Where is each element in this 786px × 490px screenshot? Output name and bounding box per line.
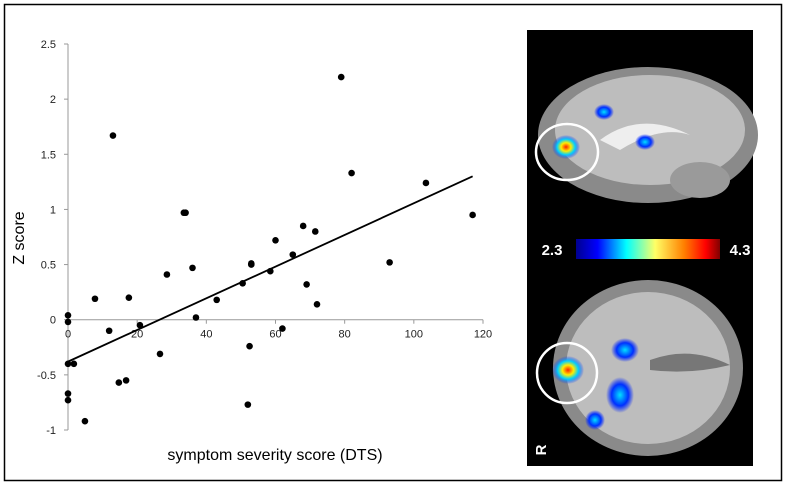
point — [247, 260, 255, 267]
activation — [594, 104, 614, 120]
point — [122, 377, 130, 384]
point — [64, 360, 72, 368]
y-tick-label: 1 — [50, 204, 56, 216]
y-axis-label: Z score — [11, 211, 28, 264]
activation — [552, 135, 580, 159]
point — [115, 379, 123, 386]
axial-cortex — [566, 292, 730, 444]
y-tick-label: 2.5 — [41, 39, 56, 51]
point — [348, 169, 355, 177]
x-tick-label: 0 — [65, 329, 71, 341]
y-tick-label: -0.5 — [37, 370, 56, 382]
point — [156, 350, 164, 358]
cerebellum — [670, 162, 730, 198]
activation — [552, 356, 584, 384]
point — [189, 264, 196, 272]
point — [182, 209, 189, 217]
point — [299, 222, 307, 230]
y-tick-label: 1.5 — [41, 149, 56, 161]
point — [64, 396, 72, 404]
point — [125, 294, 133, 301]
roi-circle — [535, 341, 599, 405]
colorbar — [576, 239, 720, 259]
point — [244, 401, 252, 408]
ventricle — [650, 353, 730, 372]
point — [279, 325, 286, 332]
orientation-label: R — [533, 444, 550, 455]
activation — [606, 377, 634, 413]
x-tick-label: 60 — [269, 329, 281, 341]
point — [105, 327, 113, 335]
point — [192, 314, 200, 321]
x-tick-label: 120 — [474, 329, 492, 341]
point — [386, 259, 393, 266]
point — [64, 318, 72, 326]
x-axis-label: symptom severity score (DTS) — [167, 447, 382, 464]
point — [422, 179, 430, 187]
brain-panel: 2.3 4.3 R — [527, 30, 758, 466]
colorbar-min: 2.3 — [542, 242, 563, 259]
point — [70, 360, 78, 368]
y-tick-label: -1 — [46, 425, 56, 437]
point — [213, 296, 221, 304]
point — [246, 342, 253, 350]
roi-circle — [534, 122, 600, 182]
point — [91, 295, 99, 303]
point — [64, 312, 72, 319]
point — [163, 271, 171, 278]
y-tick-label: 0 — [50, 315, 56, 327]
colorbar-max: 4.3 — [730, 242, 751, 259]
point — [64, 390, 72, 397]
activation — [611, 338, 639, 362]
point — [303, 281, 310, 288]
point — [311, 228, 319, 235]
point — [337, 73, 345, 81]
y-tick-label: 0.5 — [41, 260, 56, 272]
activation — [585, 410, 605, 430]
point — [136, 321, 144, 329]
fit-line — [67, 175, 473, 363]
point — [109, 132, 117, 139]
y-tick-label: 2 — [50, 94, 56, 106]
point — [469, 211, 476, 219]
x-tick-label: 40 — [200, 329, 212, 341]
point — [313, 300, 321, 308]
x-tick-label: 80 — [339, 329, 351, 341]
point — [289, 251, 297, 258]
point — [81, 417, 89, 425]
x-tick-label: 100 — [405, 329, 423, 341]
activation — [635, 134, 655, 150]
point — [272, 237, 279, 244]
